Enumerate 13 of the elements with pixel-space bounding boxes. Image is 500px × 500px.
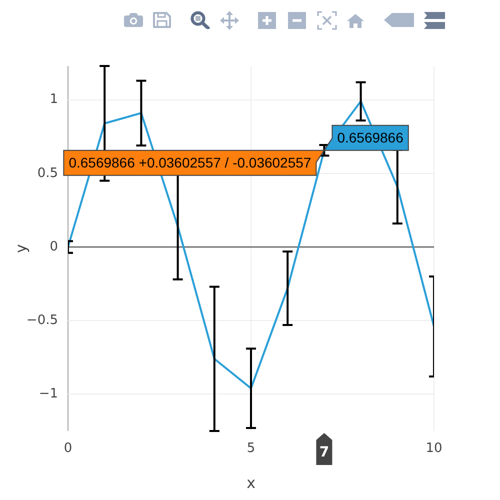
y-tick-label: 1 bbox=[50, 92, 58, 108]
y-tick-label: −1 bbox=[38, 386, 58, 402]
text: 7 bbox=[319, 444, 330, 461]
x-tick-label: 5 bbox=[246, 441, 256, 456]
x-tick-label: 0 bbox=[64, 441, 72, 456]
y-tick-label: −0.5 bbox=[26, 312, 58, 328]
y-axis-title: y bbox=[12, 244, 30, 253]
annotation: 0.6569866 +0.03602557 / -0.03602557 bbox=[68, 154, 312, 171]
x-tick-label: 10 bbox=[426, 441, 442, 456]
y-tick-label: 0 bbox=[50, 239, 58, 254]
annotation: 0.6569866 bbox=[337, 130, 404, 146]
x-axis-title: x bbox=[246, 474, 256, 492]
y-tick-label: 0.5 bbox=[37, 166, 58, 181]
